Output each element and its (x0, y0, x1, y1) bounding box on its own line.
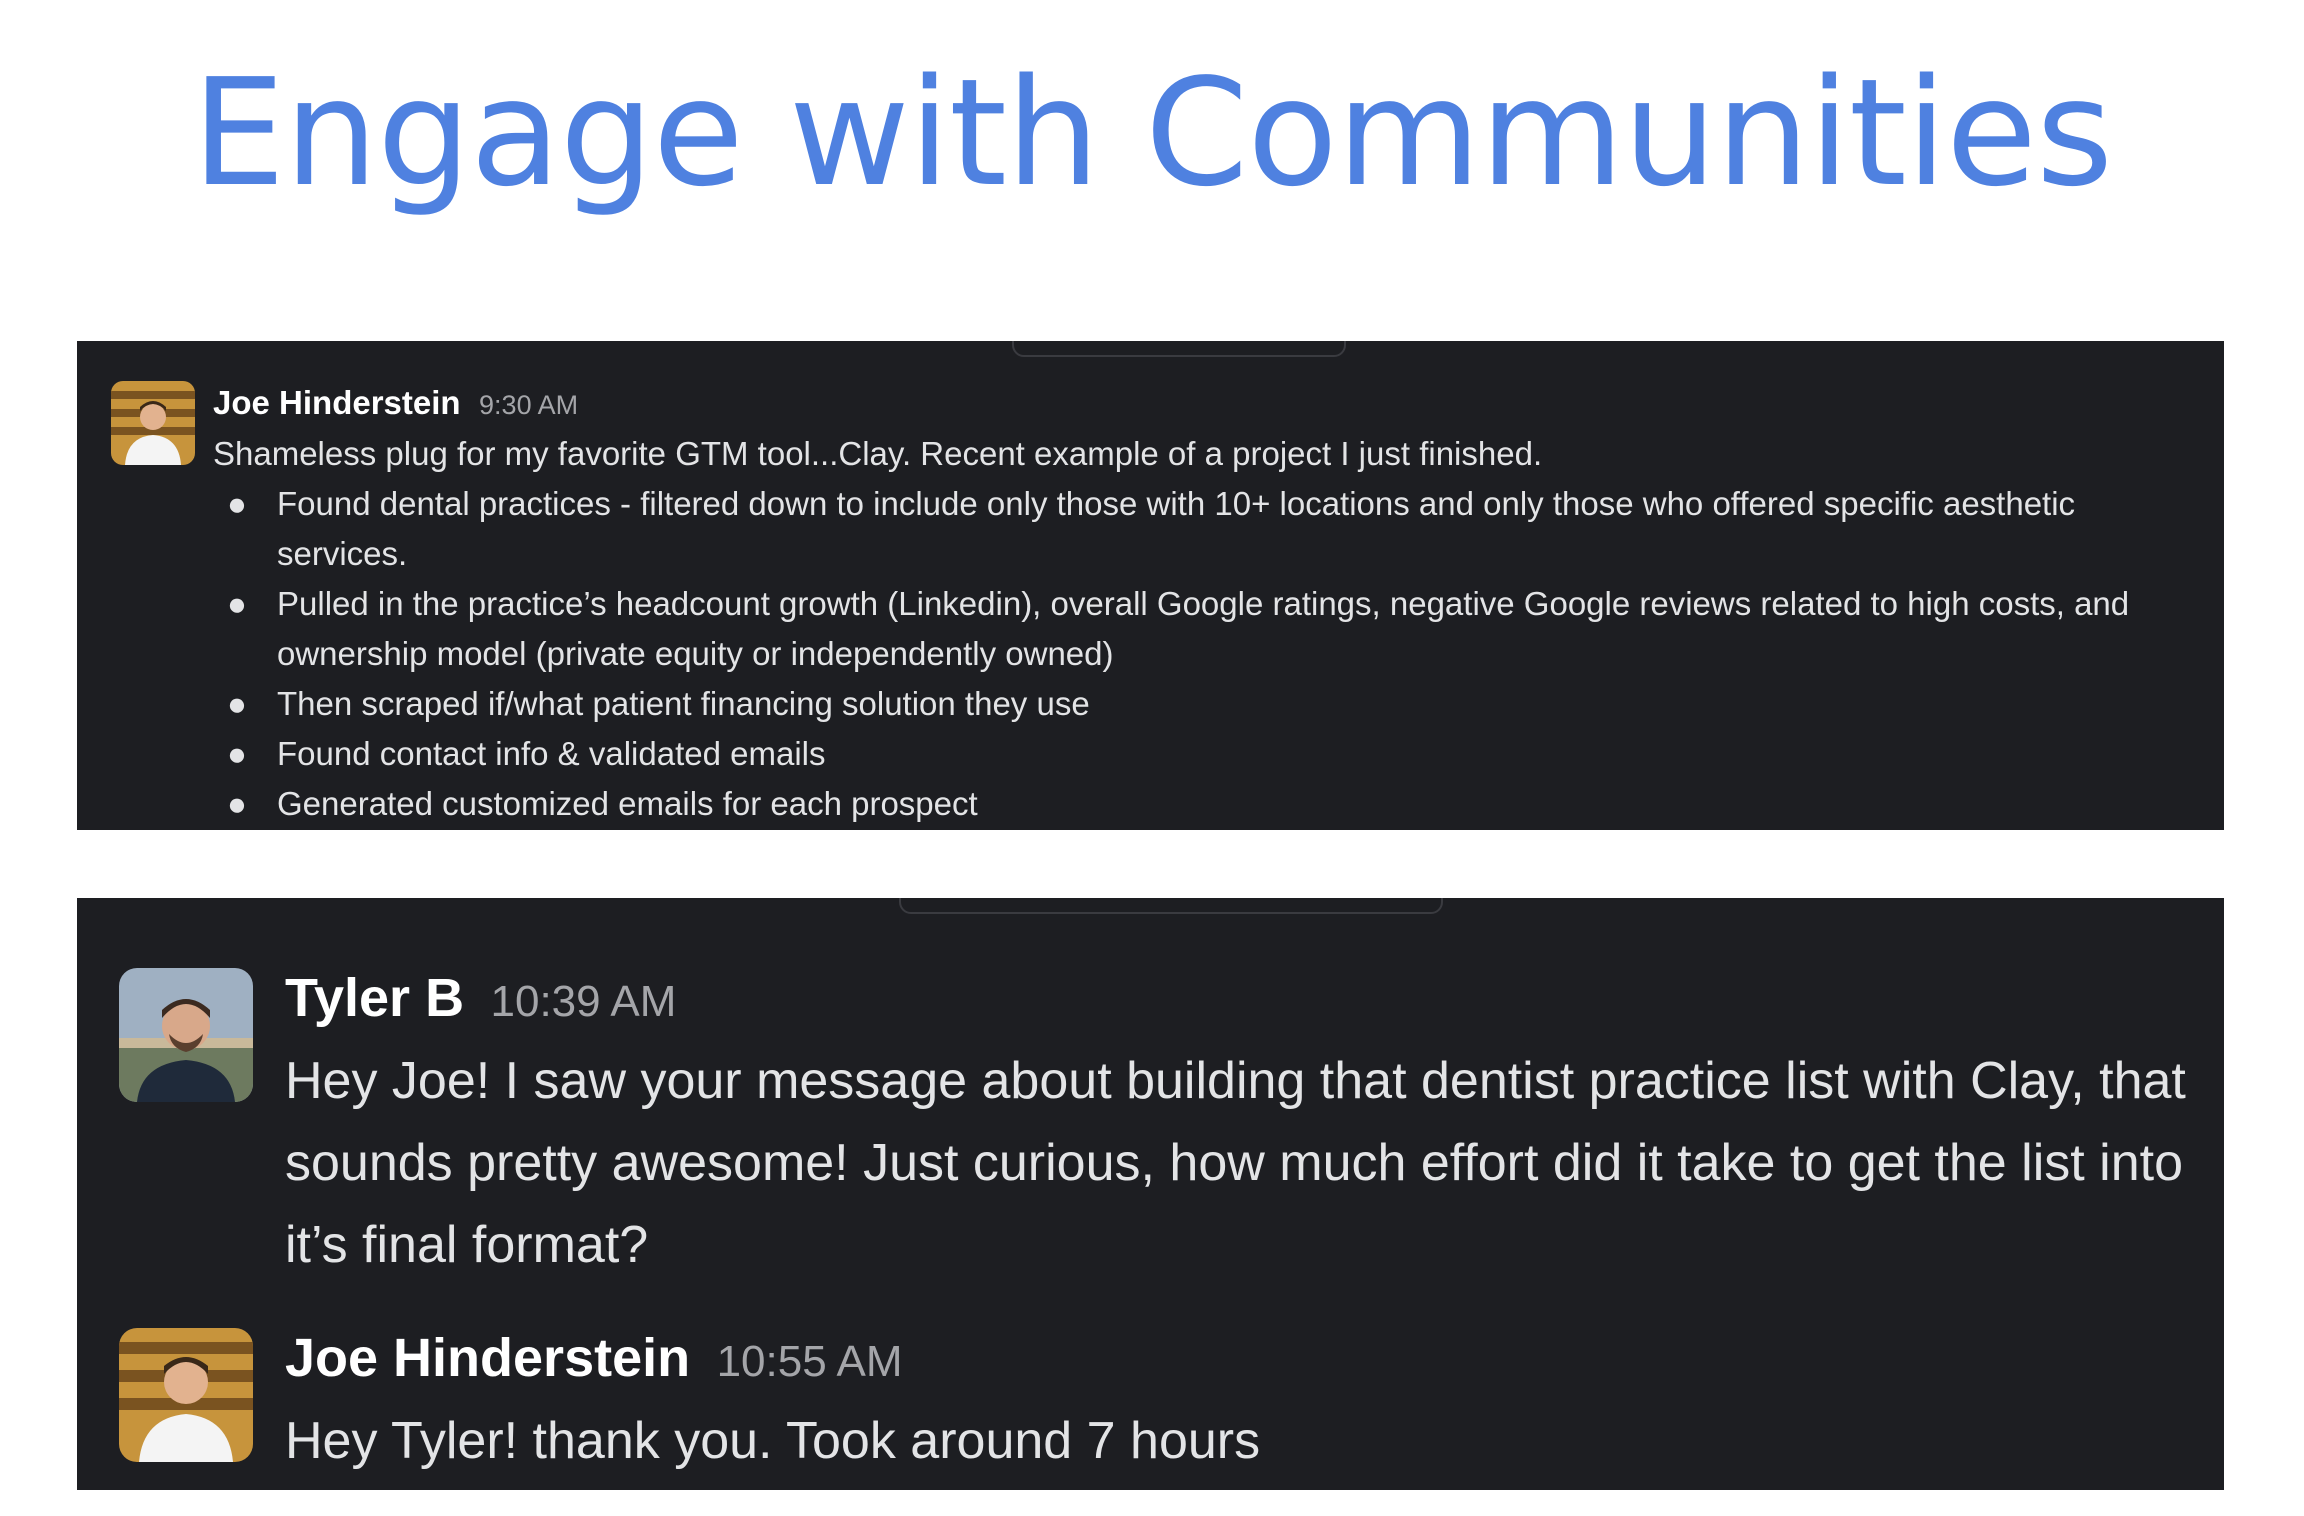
timestamp[interactable]: 9:30 AM (479, 390, 579, 420)
avatar[interactable] (119, 968, 253, 1102)
slack-post-panel: Joe Hinderstein 9:30 AM Shameless plug f… (77, 341, 2224, 830)
list-item: ● Then scraped if/what patient financing… (213, 679, 2203, 729)
person-avatar-icon (119, 1328, 253, 1462)
bullet-icon: ● (227, 585, 247, 622)
bullet-icon: ● (227, 785, 247, 822)
avatar[interactable] (111, 381, 195, 465)
list-item-text: Then scraped if/what patient financing s… (277, 685, 1090, 722)
list-item-text: Generated customized emails for each pro… (277, 785, 978, 822)
message-text: Hey Tyler! thank you. Took around 7 hour… (285, 1412, 1261, 1470)
list-item-text: Pulled in the practice’s headcount growt… (277, 585, 2130, 672)
author-name[interactable]: Tyler B (285, 968, 465, 1028)
message-header: Tyler B 10:39 AM (285, 962, 676, 1034)
timestamp[interactable]: 10:55 AM (716, 1337, 903, 1386)
panel-notch (899, 898, 1443, 914)
slack-thread-panel: Tyler B 10:39 AM Hey Joe! I saw your mes… (77, 898, 2224, 1490)
avatar[interactable] (119, 1328, 253, 1462)
message-text: Hey Joe! I saw your message about buildi… (285, 1052, 2186, 1274)
list-item: ● Pulled in the practice’s headcount gro… (213, 579, 2203, 679)
bullet-list: ● Found dental practices - filtered down… (213, 479, 2203, 829)
message-header: Joe Hinderstein 10:55 AM (285, 1322, 902, 1394)
list-item: ● Found contact info & validated emails (213, 729, 2203, 779)
person-avatar-icon (119, 968, 253, 1102)
list-item: ● Found dental practices - filtered down… (213, 479, 2203, 579)
author-name[interactable]: Joe Hinderstein (213, 384, 461, 421)
bullet-icon: ● (227, 735, 247, 772)
author-name[interactable]: Joe Hinderstein (285, 1328, 691, 1388)
person-avatar-icon (111, 381, 195, 465)
list-item: ● Generated customized emails for each p… (213, 779, 2203, 829)
message-text: Shameless plug for my favorite GTM tool.… (213, 435, 1543, 472)
slide-title: Engage with Communities (191, 47, 2113, 219)
bullet-icon: ● (227, 485, 247, 522)
message-header: Joe Hinderstein 9:30 AM (213, 381, 578, 425)
panel-notch (1012, 341, 1346, 357)
list-item-text: Found dental practices - filtered down t… (277, 485, 2076, 572)
list-item-text: Found contact info & validated emails (277, 735, 826, 772)
timestamp[interactable]: 10:39 AM (490, 977, 677, 1026)
bullet-icon: ● (227, 685, 247, 722)
